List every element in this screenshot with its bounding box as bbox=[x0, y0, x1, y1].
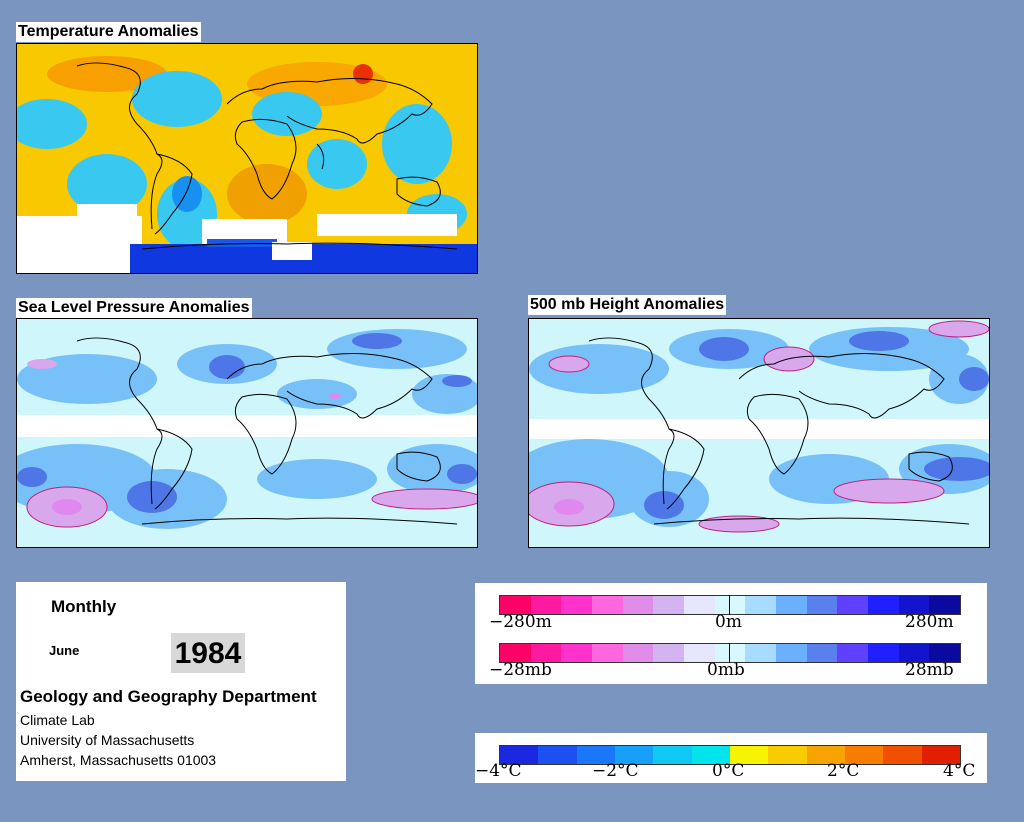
pressure-swatch-13 bbox=[898, 644, 930, 662]
pressure-swatch-6 bbox=[684, 644, 715, 662]
year-label: 1984 bbox=[171, 633, 245, 673]
height-swatch-11 bbox=[837, 596, 869, 614]
pressure-swatch-5 bbox=[653, 644, 685, 662]
temp-label-4: 4°C bbox=[943, 761, 976, 781]
pressure-swatch-0 bbox=[500, 644, 531, 662]
height-swatch-5 bbox=[653, 596, 685, 614]
pressure-swatch-1 bbox=[530, 644, 562, 662]
month-label: June bbox=[49, 643, 80, 658]
temperature-legend: −4°C −2°C 0°C 2°C 4°C bbox=[475, 733, 987, 783]
pressure-max-label: 28mb bbox=[905, 660, 954, 680]
slp-title: Sea Level Pressure Anomalies bbox=[16, 298, 252, 318]
pressure-swatch-3 bbox=[592, 644, 623, 662]
height-mid-label: 0m bbox=[715, 612, 742, 632]
anomaly-legend: −280m 0m 280m −28mb 0mb 28mb bbox=[475, 583, 987, 684]
height-swatch-13 bbox=[898, 596, 930, 614]
pressure-swatch-8 bbox=[745, 644, 777, 662]
temperature-map bbox=[16, 43, 478, 274]
pressure-colorbar bbox=[499, 643, 961, 663]
temp-swatch-0 bbox=[500, 746, 539, 764]
pressure-swatch-4 bbox=[622, 644, 654, 662]
height-swatch-14 bbox=[929, 596, 961, 614]
temp-swatch-4 bbox=[653, 746, 692, 764]
height-swatch-3 bbox=[592, 596, 623, 614]
height-swatch-2 bbox=[561, 596, 593, 614]
temp-swatch-9 bbox=[844, 746, 884, 764]
temp-swatch-6 bbox=[729, 746, 769, 764]
height-swatch-1 bbox=[530, 596, 562, 614]
height500-map-graphic bbox=[529, 319, 989, 547]
height-swatch-4 bbox=[622, 596, 654, 614]
height-colorbar bbox=[499, 595, 961, 615]
temp-swatch-11 bbox=[921, 746, 960, 764]
temp-swatch-1 bbox=[538, 746, 577, 764]
height-swatch-12 bbox=[868, 596, 899, 614]
temperature-colorbar bbox=[499, 745, 961, 765]
pressure-swatch-12 bbox=[868, 644, 899, 662]
temp-swatch-10 bbox=[883, 746, 922, 764]
temperature-map-graphic bbox=[17, 44, 477, 273]
university-label: University of Massachusetts bbox=[20, 732, 195, 748]
temp-label-0: −4°C bbox=[475, 761, 522, 781]
height-swatch-6 bbox=[684, 596, 715, 614]
slp-map bbox=[16, 318, 478, 548]
temperature-title: Temperature Anomalies bbox=[16, 22, 201, 42]
period-label: Monthly bbox=[51, 597, 117, 616]
height-max-label: 280m bbox=[905, 612, 954, 632]
height-swatch-0 bbox=[500, 596, 531, 614]
pressure-swatch-11 bbox=[837, 644, 869, 662]
pressure-swatch-9 bbox=[776, 644, 807, 662]
height-swatch-7 bbox=[714, 596, 746, 614]
pressure-swatch-7 bbox=[714, 644, 746, 662]
pressure-min-label: −28mb bbox=[489, 660, 552, 680]
temp-swatch-7 bbox=[768, 746, 807, 764]
height-swatch-9 bbox=[776, 596, 807, 614]
temp-swatch-8 bbox=[806, 746, 845, 764]
temp-swatch-2 bbox=[576, 746, 615, 764]
height-min-label: −280m bbox=[489, 612, 552, 632]
height-swatch-10 bbox=[806, 596, 838, 614]
lab-label: Climate Lab bbox=[20, 712, 95, 728]
temp-label-1: −2°C bbox=[592, 761, 639, 781]
pressure-mid-label: 0mb bbox=[707, 660, 745, 680]
city-label: Amherst, Massachusetts 01003 bbox=[20, 752, 217, 768]
height500-title: 500 mb Height Anomalies bbox=[528, 295, 727, 315]
pressure-swatch-2 bbox=[561, 644, 593, 662]
height-tick-mid bbox=[729, 595, 730, 615]
pressure-tick-mid bbox=[729, 643, 730, 663]
slp-map-graphic bbox=[17, 319, 477, 547]
pressure-swatch-10 bbox=[806, 644, 838, 662]
department-label: Geology and Geography Department bbox=[20, 687, 317, 706]
temp-swatch-3 bbox=[614, 746, 654, 764]
info-box: Monthly June 1984 Geology and Geography … bbox=[16, 582, 346, 781]
pressure-swatch-14 bbox=[929, 644, 961, 662]
height-swatch-8 bbox=[745, 596, 777, 614]
temp-label-3: 2°C bbox=[827, 761, 860, 781]
height500-map bbox=[528, 318, 990, 548]
temp-label-2: 0°C bbox=[712, 761, 745, 781]
temp-swatch-5 bbox=[691, 746, 730, 764]
